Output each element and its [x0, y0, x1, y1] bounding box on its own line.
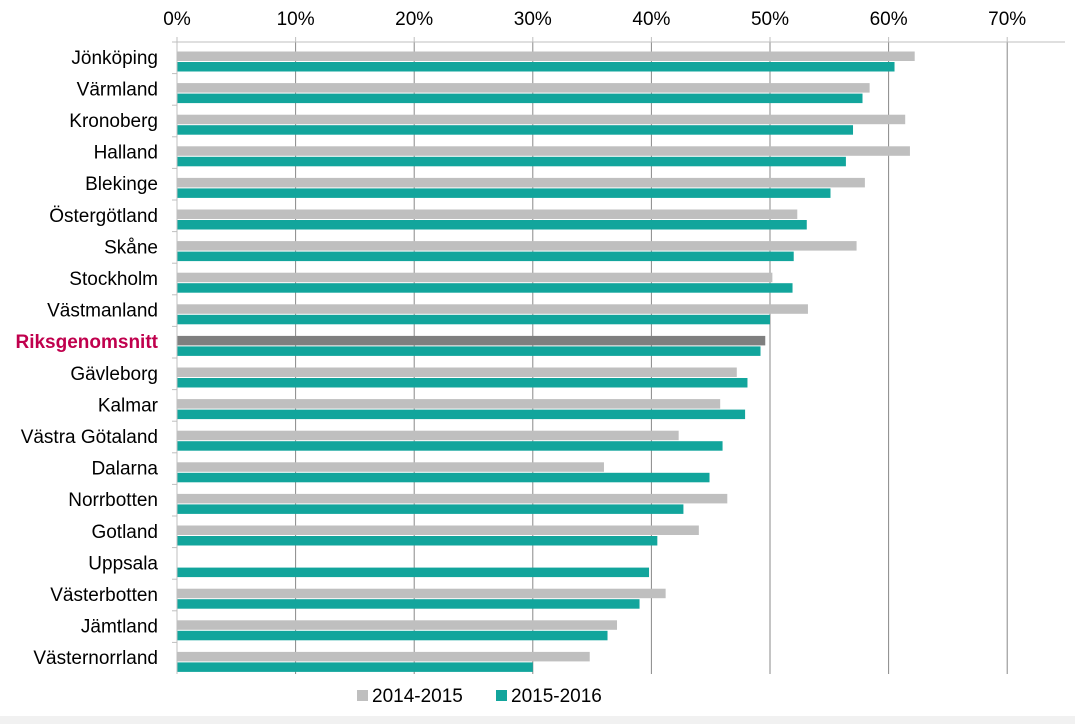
- category-label: Kalmar: [98, 395, 159, 416]
- bar-2014-2015: [177, 367, 737, 377]
- category-label: Kronoberg: [69, 111, 158, 132]
- bar-2015-2016: [177, 346, 761, 356]
- bar-2014-2015: [177, 651, 590, 662]
- bar-2014-2015: [177, 177, 865, 188]
- bar-2015-2016: [177, 156, 846, 167]
- x-tick-label: 10%: [277, 9, 315, 30]
- bar-2015-2016: [177, 188, 831, 198]
- category-label: Riksgenomsnitt: [15, 332, 158, 353]
- bar-2014-2015: [177, 272, 773, 283]
- bar-2015-2016: [177, 314, 770, 325]
- bar-2014-2015: [177, 620, 618, 630]
- category-label: Västmanland: [47, 301, 158, 322]
- bars: [177, 51, 915, 672]
- legend-label: 2015-2016: [511, 686, 602, 707]
- x-tick-label: 0%: [163, 9, 191, 30]
- bar-2015-2016: [177, 251, 794, 262]
- legend-swatch: [496, 690, 507, 701]
- bar-2015-2016: [177, 220, 807, 230]
- category-label: Uppsala: [88, 553, 158, 574]
- bar-2015-2016: [177, 441, 723, 451]
- bar-2014-2015: [177, 525, 699, 535]
- legend-label: 2014-2015: [372, 686, 463, 707]
- bar-2014-2015: [177, 114, 906, 125]
- x-tick-labels: 0% 10% 20% 30% 40% 50% 60% 70%: [163, 9, 1026, 30]
- x-tick-label: 40%: [632, 9, 670, 30]
- bar-2015-2016: [177, 599, 640, 609]
- category-label: Gävleborg: [70, 364, 158, 385]
- category-labels: Jönköping Värmland Kronoberg Halland Bleking…: [15, 41, 177, 669]
- bar-2015-2016: [177, 125, 854, 135]
- category-label: Jönköping: [71, 48, 158, 69]
- x-tick-label: 70%: [988, 9, 1026, 30]
- category-label: Västerbotten: [50, 585, 158, 606]
- legend-swatch: [357, 690, 368, 701]
- category-label: Blekinge: [85, 174, 158, 195]
- bar-2015-2016: [177, 504, 684, 514]
- bar-2014-2015: [177, 588, 666, 599]
- category-label: Östergötland: [49, 206, 158, 227]
- bar-2014-2015: [177, 493, 728, 504]
- bar-2014-2015: [177, 146, 910, 156]
- bar-2015-2016: [177, 378, 748, 388]
- bar-2014-2015: [177, 335, 766, 346]
- bar-2014-2015: [177, 241, 857, 251]
- bar-2015-2016: [177, 283, 793, 293]
- bar-2014-2015: [177, 399, 721, 409]
- category-label: Skåne: [104, 237, 158, 258]
- bar-2015-2016: [177, 630, 608, 641]
- x-tick-label: 30%: [514, 9, 552, 30]
- category-label: Gotland: [91, 522, 158, 543]
- x-tick-label: 60%: [870, 9, 908, 30]
- bar-2015-2016: [177, 409, 746, 420]
- bar-2014-2015: [177, 462, 604, 472]
- category-label: Stockholm: [69, 269, 158, 290]
- legend: 2014-2015 2015-2016: [357, 686, 602, 707]
- category-label: Norrbotten: [68, 490, 158, 511]
- category-label: Värmland: [77, 79, 158, 100]
- bar-2014-2015: [177, 209, 798, 219]
- category-label: Dalarna: [91, 459, 158, 480]
- bar-2014-2015: [177, 304, 808, 314]
- category-label: Västernorrland: [33, 648, 158, 669]
- bar-2015-2016: [177, 662, 533, 672]
- x-tick-label: 50%: [751, 9, 789, 30]
- bar-2015-2016: [177, 472, 710, 483]
- bar-2014-2015: [177, 51, 915, 61]
- footer-strip: [0, 716, 1075, 724]
- bar-2015-2016: [177, 93, 863, 104]
- bar-2014-2015: [177, 430, 679, 441]
- x-tick-label: 20%: [395, 9, 433, 30]
- bar-2015-2016: [177, 567, 650, 578]
- category-label: Västra Götaland: [21, 427, 158, 448]
- bar-2014-2015: [177, 83, 870, 93]
- bar-2015-2016: [177, 536, 658, 546]
- category-label: Halland: [94, 143, 158, 164]
- category-label: Jämtland: [81, 617, 158, 638]
- bar-2015-2016: [177, 62, 895, 72]
